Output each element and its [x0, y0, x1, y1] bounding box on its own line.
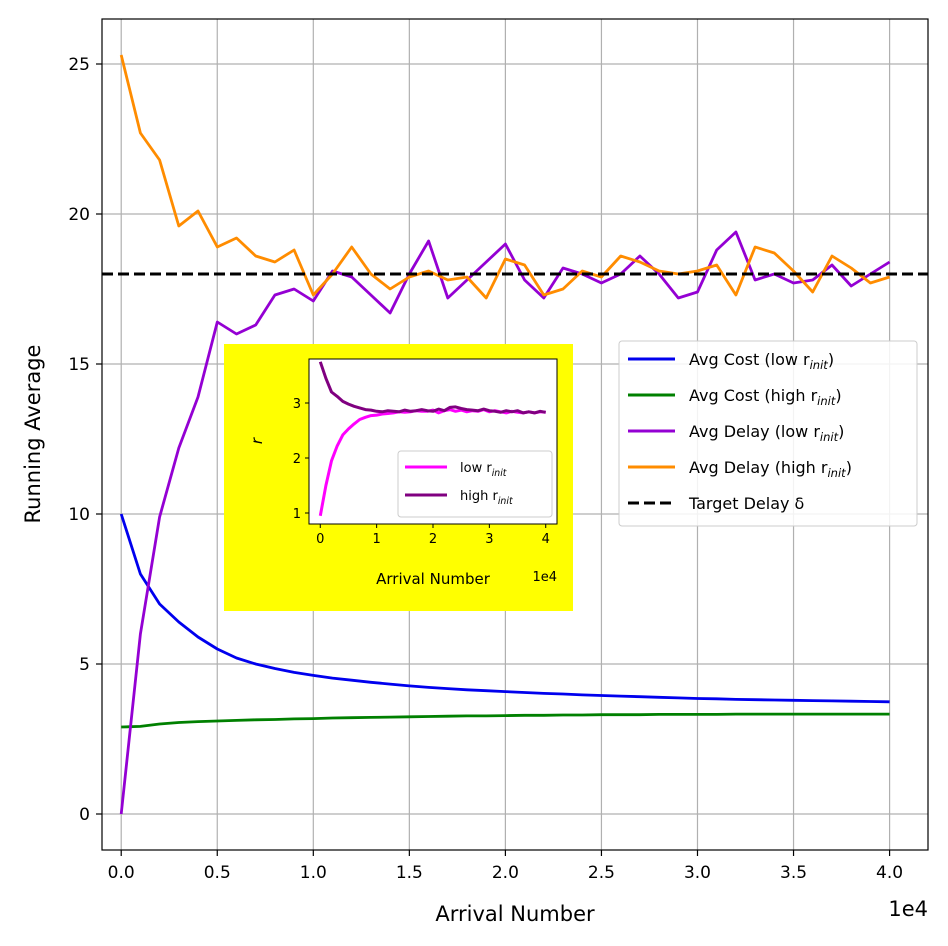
inset-y-tick-label: 3	[293, 397, 301, 412]
inset-y-tick-label: 1	[293, 507, 301, 522]
legend-label: Target Delay δ	[688, 494, 804, 513]
main-series-group	[102, 54, 928, 815]
y-tick-label: 15	[68, 355, 90, 375]
series-line-2	[119, 230, 891, 815]
y-tick-label: 20	[68, 205, 90, 225]
inset-y-axis-label: r	[248, 437, 266, 444]
inset-legend: low rinit high rinit	[397, 450, 553, 518]
x-tick-label: 3.5	[780, 863, 807, 883]
series-line-0	[119, 513, 890, 704]
main-legend: Avg Cost (low rinit) Avg Cost (high rinit…	[618, 340, 918, 527]
inset-x-tick-label: 4	[542, 532, 550, 547]
inset-x-tick-label: 3	[485, 532, 493, 547]
y-tick-label: 5	[79, 655, 90, 675]
inset-x-tick-label: 0	[316, 532, 324, 547]
y-tick-label: 10	[68, 505, 90, 525]
main-legend-box	[618, 340, 918, 527]
y-tick-label: 0	[79, 805, 90, 825]
x-tick-label: 2.5	[588, 863, 615, 883]
x-tick-label: 4.0	[876, 863, 903, 883]
legend-label: Avg Delay (low rinit)	[689, 422, 844, 444]
x-tick-label: 3.0	[684, 863, 711, 883]
inset-series-group	[318, 361, 546, 517]
inset-x-axis-label: Arrival Number	[376, 570, 491, 588]
x-tick-label: 0.5	[204, 863, 231, 883]
series-line-3	[119, 54, 891, 300]
series-line-1	[121, 712, 890, 729]
x-offset-label: 1e4	[888, 897, 928, 921]
legend-label: Avg Cost (high rinit)	[689, 386, 842, 408]
y-tick-label: 25	[68, 55, 90, 75]
inset-x-offset-label: 1e4	[532, 570, 557, 585]
inset-x-tick-label: 2	[429, 532, 437, 547]
x-tick-label: 2.0	[492, 863, 519, 883]
x-tick-label: 0.0	[108, 863, 135, 883]
inset-legend-label: high rinit	[460, 489, 513, 507]
x-tick-label: 1.5	[396, 863, 423, 883]
legend-label: Avg Cost (low rinit)	[689, 350, 834, 372]
inset-x-tick-label: 1	[372, 532, 380, 547]
main-plot-frame	[101, 18, 929, 851]
inset-series-line-1	[318, 361, 546, 415]
main-grid	[102, 19, 928, 850]
y-axis-label: Running Average	[21, 345, 45, 524]
inset-legend-label: low rinit	[460, 461, 507, 479]
x-tick-label: 1.0	[300, 863, 327, 883]
inset-y-tick-label: 2	[293, 452, 301, 467]
x-axis-label: Arrival Number	[435, 902, 595, 926]
legend-label: Avg Delay (high rinit)	[689, 458, 852, 480]
